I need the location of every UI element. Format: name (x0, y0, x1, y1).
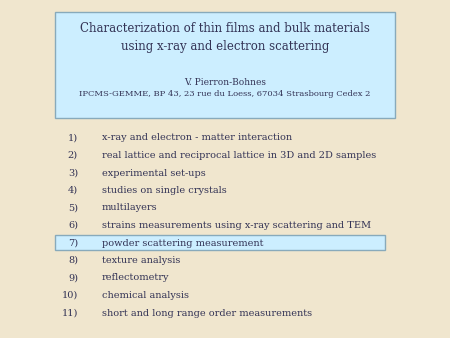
Text: 5): 5) (68, 203, 78, 213)
Text: 3): 3) (68, 169, 78, 177)
Text: texture analysis: texture analysis (102, 256, 180, 265)
Text: chemical analysis: chemical analysis (102, 291, 189, 300)
Text: 2): 2) (68, 151, 78, 160)
Text: studies on single crystals: studies on single crystals (102, 186, 227, 195)
FancyBboxPatch shape (55, 12, 395, 118)
Text: 4): 4) (68, 186, 78, 195)
Text: Characterization of thin films and bulk materials
using x-ray and electron scatt: Characterization of thin films and bulk … (80, 22, 370, 53)
FancyBboxPatch shape (55, 235, 385, 250)
Text: 7): 7) (68, 239, 78, 247)
Text: powder scattering measurement: powder scattering measurement (102, 239, 264, 247)
Text: experimental set-ups: experimental set-ups (102, 169, 206, 177)
Text: multilayers: multilayers (102, 203, 158, 213)
Text: x-ray and electron - matter interaction: x-ray and electron - matter interaction (102, 134, 292, 143)
Text: short and long range order measurements: short and long range order measurements (102, 309, 312, 317)
Text: strains measurements using x-ray scattering and TEM: strains measurements using x-ray scatter… (102, 221, 371, 230)
Text: 11): 11) (62, 309, 78, 317)
Text: 8): 8) (68, 256, 78, 265)
Text: 10): 10) (62, 291, 78, 300)
Text: 1): 1) (68, 134, 78, 143)
Text: real lattice and reciprocal lattice in 3D and 2D samples: real lattice and reciprocal lattice in 3… (102, 151, 376, 160)
Text: 9): 9) (68, 273, 78, 283)
Text: V. Pierron-Bohnes: V. Pierron-Bohnes (184, 78, 266, 87)
Text: IPCMS-GEMME, BP 43, 23 rue du Loess, 67034 Strasbourg Cedex 2: IPCMS-GEMME, BP 43, 23 rue du Loess, 670… (79, 90, 371, 98)
Text: 6): 6) (68, 221, 78, 230)
Text: reflectometry: reflectometry (102, 273, 170, 283)
